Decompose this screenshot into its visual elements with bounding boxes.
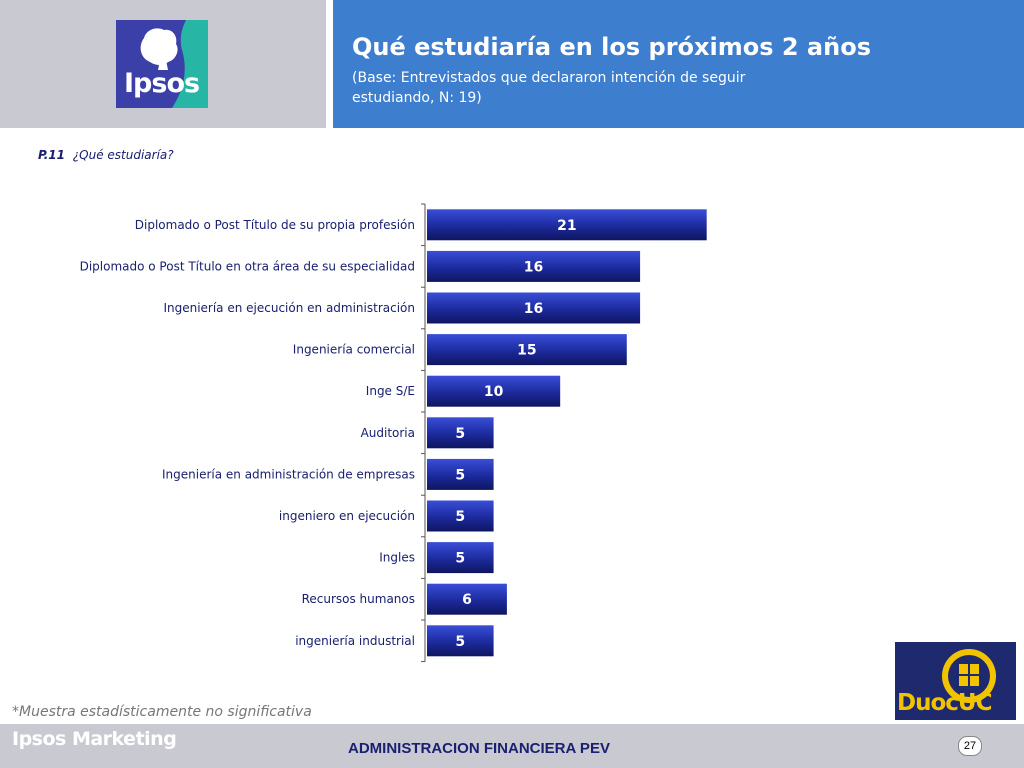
ipsos-logo: Ipsos bbox=[116, 20, 208, 108]
data-label: 21 bbox=[557, 218, 576, 234]
data-label: 5 bbox=[455, 467, 465, 483]
slide-subtitle: (Base: Entrevistados que declararon inte… bbox=[352, 70, 746, 106]
footer-title: ADMINISTRACION FINANCIERA PEV bbox=[348, 740, 610, 757]
data-label: 16 bbox=[524, 301, 543, 317]
bar bbox=[427, 417, 494, 449]
category-label: ingeniería industrial bbox=[295, 634, 415, 648]
data-label: 5 bbox=[455, 509, 465, 525]
category-label: Ingeniería en administración de empresas bbox=[162, 467, 415, 481]
page-number: 27 bbox=[958, 736, 982, 756]
header-divider bbox=[326, 0, 333, 128]
duoc-logo-text: DuocUC bbox=[897, 690, 992, 716]
ipsos-logo-text: Ipsos bbox=[124, 68, 200, 99]
bar bbox=[427, 583, 507, 615]
data-label: 5 bbox=[455, 426, 465, 442]
data-label: 6 bbox=[462, 592, 472, 608]
bar bbox=[427, 542, 494, 574]
category-label: Ingeniería en ejecución en administració… bbox=[163, 301, 415, 315]
data-label: 16 bbox=[524, 259, 543, 275]
duoc-seal-icon bbox=[942, 649, 996, 703]
data-label: 5 bbox=[455, 551, 465, 567]
duoc-logo: DuocUC bbox=[895, 642, 1016, 720]
bar bbox=[427, 292, 641, 324]
category-label: Recursos humanos bbox=[302, 592, 415, 606]
ipsos-logo-graphic bbox=[140, 20, 208, 108]
data-label: 10 bbox=[484, 384, 504, 400]
bar bbox=[427, 458, 494, 490]
category-label: Diplomado o Post Título de su propia pro… bbox=[135, 218, 415, 232]
category-label: Inge S/E bbox=[366, 384, 415, 398]
category-label: Ingeniería comercial bbox=[293, 343, 415, 357]
category-label: Auditoria bbox=[361, 426, 415, 440]
category-label: Diplomado o Post Título en otra área de … bbox=[80, 259, 415, 273]
slide-title: Qué estudiaría en los próximos 2 años bbox=[352, 33, 871, 61]
question-label: P.11 ¿Qué estudiaría? bbox=[38, 148, 174, 162]
footer-brand: Ipsos Marketing bbox=[12, 728, 177, 750]
bar bbox=[427, 500, 494, 532]
header-title-panel bbox=[333, 0, 1024, 128]
bar bbox=[427, 375, 561, 407]
category-label: ingeniero en ejecución bbox=[279, 509, 415, 523]
bar bbox=[427, 625, 494, 657]
footer-bar: Ipsos Marketing ADMINISTRACION FINANCIER… bbox=[0, 724, 1024, 768]
category-label: Ingles bbox=[379, 551, 415, 565]
data-label: 5 bbox=[455, 634, 465, 650]
question-text: ¿Qué estudiaría? bbox=[72, 148, 174, 162]
bar bbox=[427, 334, 627, 366]
question-number: P.11 bbox=[38, 148, 65, 162]
data-label: 15 bbox=[517, 343, 536, 359]
bar bbox=[427, 209, 707, 241]
footnote: *Muestra estadísticamente no significati… bbox=[12, 704, 312, 720]
bar bbox=[427, 250, 641, 282]
